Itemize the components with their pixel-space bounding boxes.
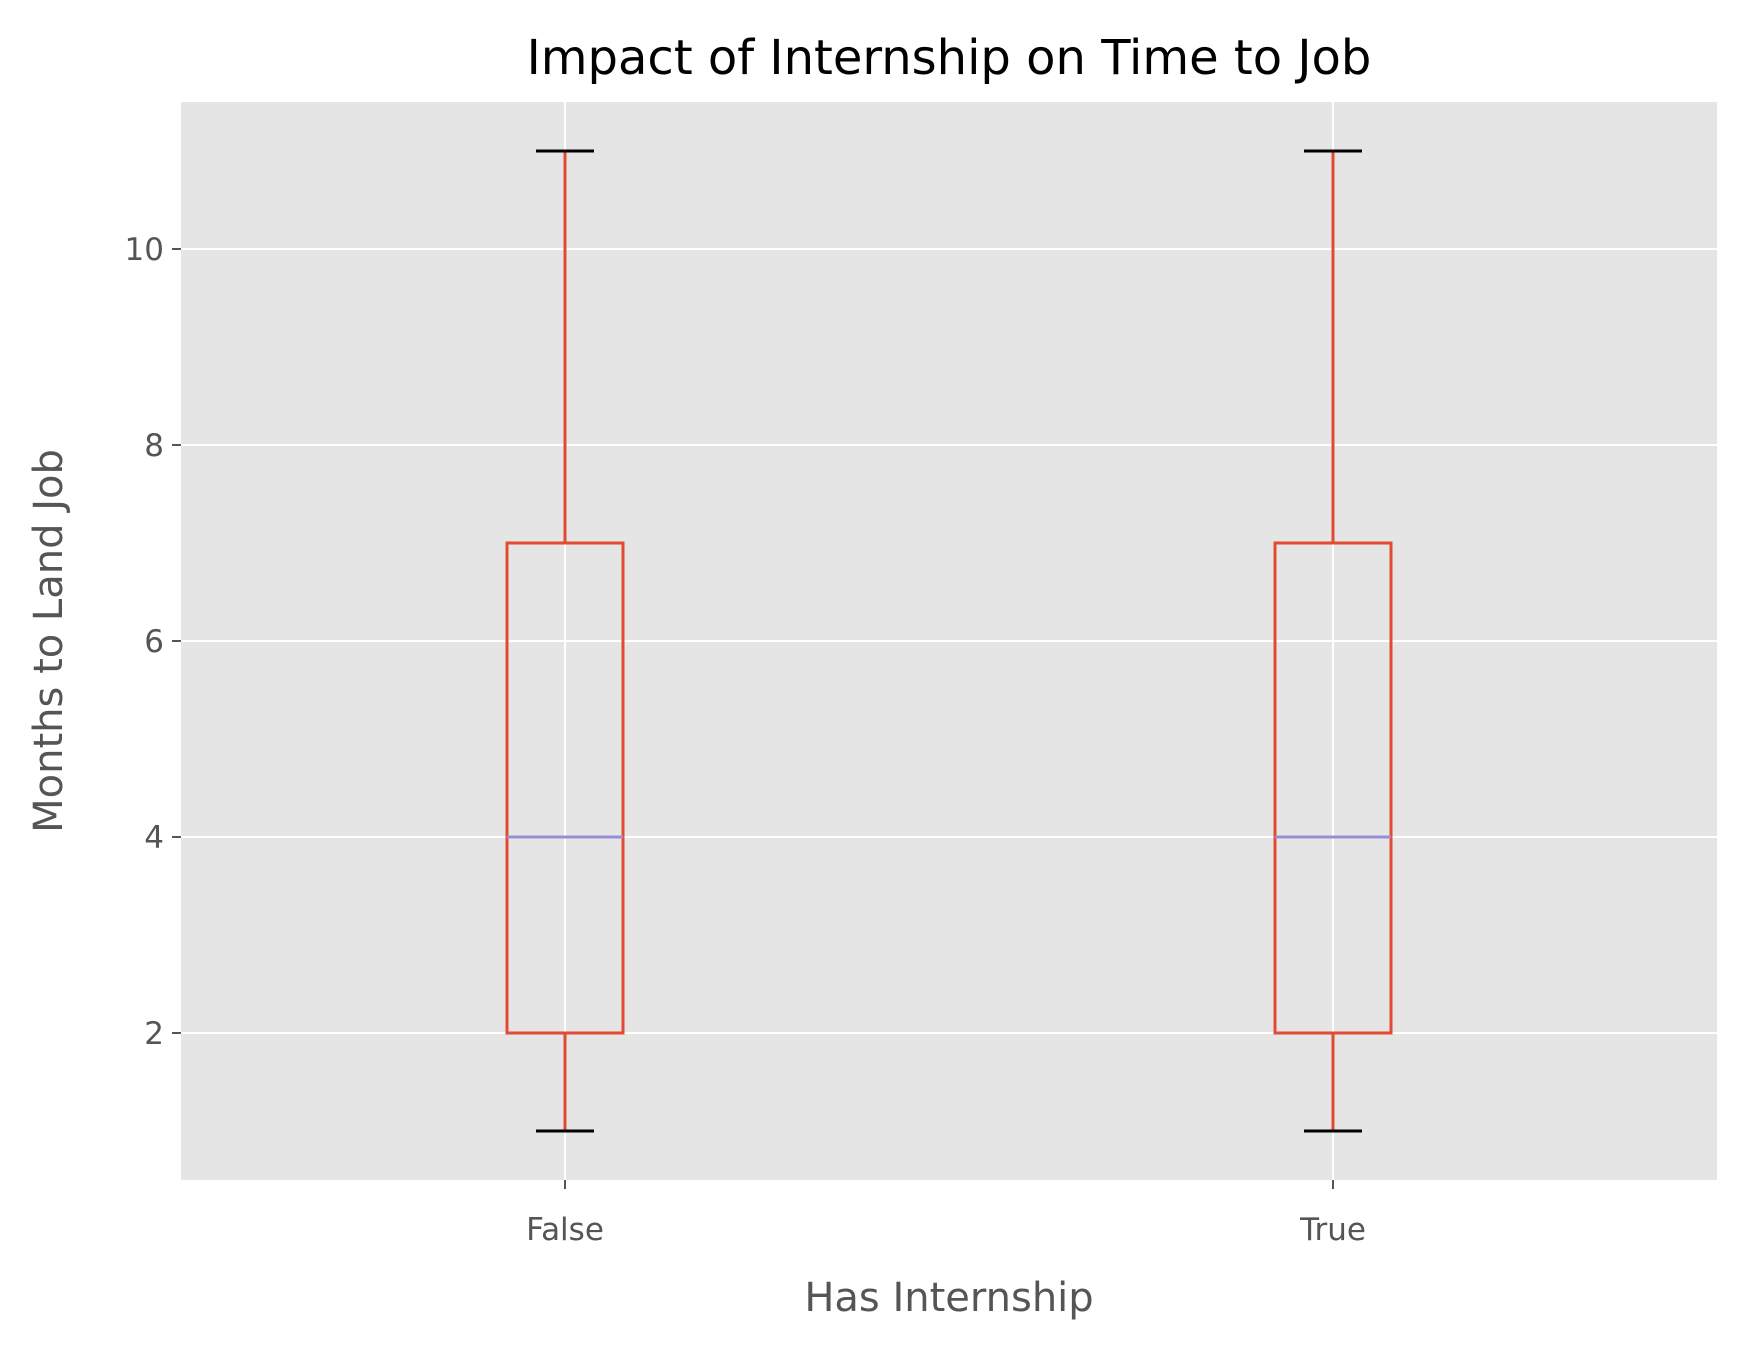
y-tick-label: 6 — [144, 624, 164, 660]
y-tick-label: 4 — [144, 820, 164, 856]
y-tick-label: 10 — [125, 232, 164, 268]
y-tick-label: 2 — [144, 1016, 164, 1052]
x-axis-ticks: False True — [526, 1180, 1366, 1248]
iqr-box — [505, 541, 625, 1035]
x-axis-label: Has Internship — [804, 1275, 1093, 1321]
x-tick-label: False — [526, 1212, 604, 1248]
iqr-box — [1273, 541, 1393, 1035]
box-true — [1273, 149, 1393, 1133]
boxes — [505, 149, 1393, 1133]
chart-title: Impact of Internship on Time to Job — [527, 30, 1372, 86]
x-tick-label: True — [1299, 1212, 1366, 1248]
y-tick-label: 8 — [144, 428, 164, 464]
box-false — [505, 149, 625, 1133]
y-axis-label: Months to Land Job — [26, 449, 72, 833]
grid-lines — [181, 102, 1717, 1180]
y-axis-ticks: 2 4 6 8 10 — [125, 232, 181, 1052]
